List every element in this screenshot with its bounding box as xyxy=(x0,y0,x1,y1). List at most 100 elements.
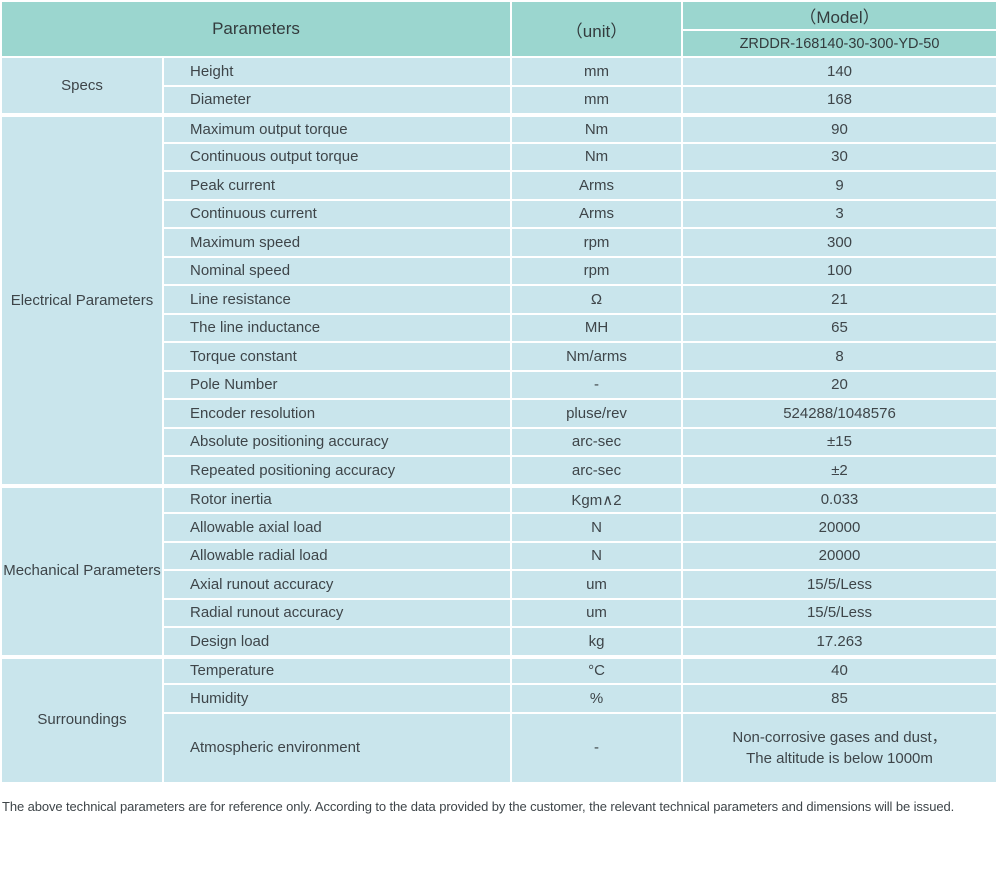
footer-note: The above technical parameters are for r… xyxy=(2,798,955,814)
param-cell: Continuous output torque xyxy=(164,143,512,172)
param-cell: Absolute positioning accuracy xyxy=(164,428,512,457)
table-row: Allowable radial load N 20000 xyxy=(2,542,996,571)
table-row: Humidity% 85 xyxy=(2,685,996,714)
spec-table: Parameters （unit） （Model） ZRDDR-168140-3… xyxy=(2,2,996,784)
param-cell: Line resistance xyxy=(164,286,512,315)
group-electrical-parameters: Electrical Parameters Maximum output torq… xyxy=(2,115,996,486)
unit-cell: Arms xyxy=(512,200,683,229)
model-header-cell: （Model） xyxy=(683,2,996,31)
value-cell: ±2 xyxy=(683,457,996,486)
unit-cell: % xyxy=(512,685,683,714)
unit-cell: Nm xyxy=(512,115,683,144)
unit-cell: Nm xyxy=(512,143,683,172)
value-cell: 168 xyxy=(683,86,996,115)
table-row: Nominal speed rpm 100 xyxy=(2,257,996,286)
value-cell: 140 xyxy=(683,58,996,87)
model-number-cell: ZRDDR-168140-30-300-YD-50 xyxy=(683,31,996,58)
unit-cell: - xyxy=(512,371,683,400)
table-row: Surroundings Temperature °C 40 xyxy=(2,656,996,784)
param-cell: The line inductance xyxy=(164,314,512,343)
value-cell: 0.033 xyxy=(683,485,996,514)
table-row: Radial runout accuracy um 15/5/Less xyxy=(2,599,996,628)
value-cell: 85 xyxy=(683,685,996,714)
value-cell: 65 xyxy=(683,314,996,343)
param-cell: Allowable axial load xyxy=(164,514,512,543)
param-cell: Nominal speed xyxy=(164,257,512,286)
value-cell: 8 xyxy=(683,343,996,372)
table-row: Continuous output torque Nm 30 xyxy=(2,143,996,172)
table-row: Encoder resolution pluse/rev 524288/104857… xyxy=(2,400,996,429)
unit-cell: N xyxy=(512,542,683,571)
table-row: Electrical Parameters Maximum output torq… xyxy=(2,115,996,486)
unit-cell: kg xyxy=(512,628,683,657)
value-cell: 20 xyxy=(683,371,996,400)
param-cell: Repeated positioning accuracy xyxy=(164,457,512,486)
group-header-cell: Surroundings xyxy=(2,656,164,784)
param-cell: Torque constant xyxy=(164,343,512,372)
unit-cell: N xyxy=(512,514,683,543)
unit-cell: mm xyxy=(512,86,683,115)
value-cell: 15/5/Less xyxy=(683,599,996,628)
table-row: Torque constant Nm/arms 8 xyxy=(2,343,996,372)
unit-cell: arc-sec xyxy=(512,428,683,457)
group-header-cell: Mechanical Parameters xyxy=(2,485,164,657)
param-cell: Diameter xyxy=(164,86,512,115)
unit-cell: um xyxy=(512,571,683,600)
value-cell: 90 xyxy=(683,115,996,144)
value-cell: 30 xyxy=(683,143,996,172)
value-cell: 21 xyxy=(683,286,996,315)
unit-cell: Ω xyxy=(512,286,683,315)
table-row: Repeated positioning accuracy arc-sec ±2 xyxy=(2,457,996,486)
table-row: The line inductance MH 65 xyxy=(2,314,996,343)
param-cell: Atmospheric environment xyxy=(164,713,512,784)
param-cell: Maximum speed xyxy=(164,229,512,258)
unit-cell: Arms xyxy=(512,172,683,201)
param-cell: Continuous current xyxy=(164,200,512,229)
param-cell: Allowable radial load xyxy=(164,542,512,571)
value-cell: 9 xyxy=(683,172,996,201)
table-row: Allowable axial load N 20000 xyxy=(2,514,996,543)
table-row: Axial runout accuracy um 15/5/Less xyxy=(2,571,996,600)
unit-cell: MH xyxy=(512,314,683,343)
param-cell: Radial runout accuracy xyxy=(164,599,512,628)
value-cell: 40 xyxy=(683,656,996,685)
param-cell: Maximum output torque xyxy=(164,115,512,144)
param-cell: Axial runout accuracy xyxy=(164,571,512,600)
group-header-cell: Electrical Parameters xyxy=(2,115,164,486)
value-cell: 15/5/Less xyxy=(683,571,996,600)
table-row: Pole Number -20 xyxy=(2,371,996,400)
unit-cell: arc-sec xyxy=(512,457,683,486)
value-cell: 3 xyxy=(683,200,996,229)
value-cell: Non-corrosive gases and dust， The altitu… xyxy=(683,713,996,784)
group-mechanical-parameters: Mechanical Parameters Rotor inertia Kgm∧2 0… xyxy=(2,485,996,657)
header-row-2: ZRDDR-168140-30-300-YD-50 xyxy=(2,31,996,58)
table-row: Maximum speed rpm 300 xyxy=(2,229,996,258)
table-row: Diameter mm 168 xyxy=(2,86,996,115)
value-cell: 20000 xyxy=(683,514,996,543)
unit-cell: rpm xyxy=(512,257,683,286)
table-row: Peak current Arms 9 xyxy=(2,172,996,201)
value-cell: 20000 xyxy=(683,542,996,571)
unit-cell: rpm xyxy=(512,229,683,258)
value-cell: ±15 xyxy=(683,428,996,457)
value-cell: 17.263 xyxy=(683,628,996,657)
table-row: Atmospheric environment - Non-corrosive ga… xyxy=(2,713,996,784)
unit-cell: - xyxy=(512,713,683,784)
param-cell: Rotor inertia xyxy=(164,485,512,514)
table-row: Specs Height mm 140 xyxy=(2,58,996,115)
table-row: Absolute positioning accuracy arc-sec ±15 xyxy=(2,428,996,457)
param-cell: Pole Number xyxy=(164,371,512,400)
param-cell: Peak current xyxy=(164,172,512,201)
param-cell: Temperature xyxy=(164,656,512,685)
unit-header-cell: （unit） xyxy=(512,2,683,58)
param-cell: Height xyxy=(164,58,512,87)
table-row: Design load kg 17.263 xyxy=(2,628,996,657)
group-header-cell: Specs xyxy=(2,58,164,115)
value-cell: 524288/1048576 xyxy=(683,400,996,429)
unit-cell: um xyxy=(512,599,683,628)
param-cell: Encoder resolution xyxy=(164,400,512,429)
spec-table-header: Parameters （unit） （Model） ZRDDR-168140-3… xyxy=(2,2,996,58)
header-row-1: Parameters （unit） （Model） xyxy=(2,2,996,58)
value-cell: 300 xyxy=(683,229,996,258)
